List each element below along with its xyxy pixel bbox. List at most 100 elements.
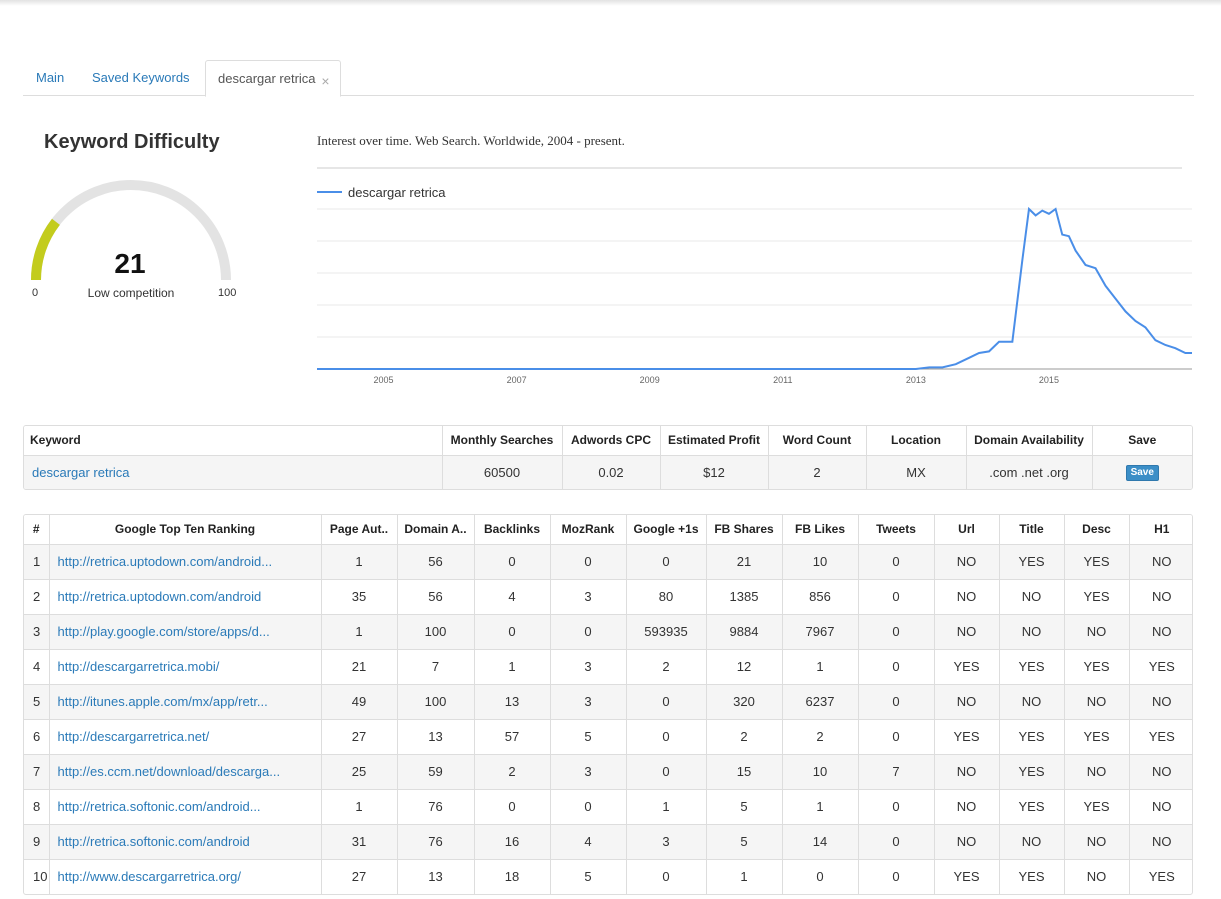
save-button[interactable]: Save bbox=[1125, 465, 1159, 482]
col-title: Title bbox=[999, 515, 1065, 545]
fb-shares: 12 bbox=[706, 649, 783, 685]
x-tick-label: 2013 bbox=[906, 375, 926, 385]
rank-number: 1 bbox=[24, 544, 50, 580]
tab-descargar-retrica[interactable]: descargar retrica × bbox=[205, 60, 341, 97]
tab-main[interactable]: Main bbox=[36, 70, 65, 85]
col-keyword: Keyword bbox=[24, 426, 443, 456]
tweets: 0 bbox=[858, 614, 935, 650]
domain-availability-value[interactable]: .com .net .org bbox=[966, 455, 1093, 489]
ranking-url-link[interactable]: http://descargarretrica.net/ bbox=[57, 729, 210, 744]
domain-authority: 13 bbox=[397, 859, 475, 894]
mozrank: 3 bbox=[550, 649, 627, 685]
x-tick-label: 2007 bbox=[507, 375, 527, 385]
mozrank: 0 bbox=[550, 614, 627, 650]
tab-saved-keywords[interactable]: Saved Keywords bbox=[92, 70, 190, 85]
domain-authority: 100 bbox=[397, 684, 475, 720]
ranking-url-link[interactable]: http://itunes.apple.com/mx/app/retr... bbox=[57, 694, 268, 709]
keyword-difficulty-title: Keyword Difficulty bbox=[44, 131, 220, 153]
backlinks: 16 bbox=[474, 824, 551, 860]
tab-label: descargar retrica bbox=[218, 71, 316, 86]
ranking-url-link[interactable]: http://retrica.uptodown.com/android... bbox=[57, 554, 273, 569]
page-authority: 35 bbox=[321, 579, 398, 615]
desc-match: YES bbox=[1064, 719, 1130, 755]
backlinks: 0 bbox=[474, 544, 551, 580]
google-plus-ones: 2 bbox=[626, 649, 707, 685]
fb-likes: 1 bbox=[782, 789, 859, 825]
col-h1: H1 bbox=[1129, 515, 1192, 545]
col-url: Url bbox=[934, 515, 1000, 545]
tab-bar: Main Saved Keywords descargar retrica × bbox=[23, 60, 1194, 97]
tweets: 0 bbox=[858, 719, 935, 755]
fb-likes: 0 bbox=[782, 859, 859, 894]
domain-authority: 100 bbox=[397, 614, 475, 650]
url-match: NO bbox=[934, 614, 1000, 650]
backlinks: 1 bbox=[474, 649, 551, 685]
x-tick-label: 2005 bbox=[374, 375, 394, 385]
fb-shares: 1 bbox=[706, 859, 783, 894]
ranking-url-link[interactable]: http://retrica.softonic.com/android... bbox=[57, 799, 261, 814]
url-match: YES bbox=[934, 859, 1000, 894]
mozrank: 5 bbox=[550, 859, 627, 894]
backlinks: 4 bbox=[474, 579, 551, 615]
url-match: YES bbox=[934, 719, 1000, 755]
fb-likes: 1 bbox=[782, 649, 859, 685]
top-shadow bbox=[0, 0, 1221, 6]
ranking-table-header: # Google Top Ten Ranking Page Aut.. Domain … bbox=[24, 515, 1192, 545]
page-authority: 27 bbox=[321, 719, 398, 755]
fb-shares: 320 bbox=[706, 684, 783, 720]
ranking-url-link[interactable]: http://es.ccm.net/download/descarga... bbox=[57, 764, 281, 779]
google-plus-ones: 0 bbox=[626, 684, 707, 720]
difficulty-label: Low competition bbox=[87, 286, 175, 300]
table-row: 7 http://es.ccm.net/download/descarga... 2… bbox=[24, 754, 1192, 790]
domain-authority: 56 bbox=[397, 544, 475, 580]
ranking-url-link[interactable]: http://play.google.com/store/apps/d... bbox=[57, 624, 270, 639]
fb-shares: 2 bbox=[706, 719, 783, 755]
col-adwords-cpc: Adwords CPC bbox=[562, 426, 661, 456]
difficulty-gauge bbox=[31, 180, 231, 281]
mozrank: 0 bbox=[550, 544, 627, 580]
chart-title: Interest over time. Web Search. Worldwid… bbox=[317, 133, 625, 148]
ranking-table: # Google Top Ten Ranking Page Aut.. Domain … bbox=[23, 514, 1193, 895]
col-backlinks: Backlinks bbox=[474, 515, 551, 545]
url-match: NO bbox=[934, 789, 1000, 825]
ranking-url-link[interactable]: http://descargarretrica.mobi/ bbox=[57, 659, 220, 674]
h1-match: YES bbox=[1129, 649, 1192, 685]
url-match: NO bbox=[934, 684, 1000, 720]
rank-number: 6 bbox=[24, 719, 50, 755]
title-match: NO bbox=[999, 684, 1065, 720]
col-fb-likes: FB Likes bbox=[782, 515, 859, 545]
backlinks: 18 bbox=[474, 859, 551, 894]
backlinks: 57 bbox=[474, 719, 551, 755]
ranking-url: http://retrica.uptodown.com/android... bbox=[49, 544, 322, 580]
rank-number: 8 bbox=[24, 789, 50, 825]
mozrank: 3 bbox=[550, 684, 627, 720]
fb-shares: 5 bbox=[706, 789, 783, 825]
keyword-link[interactable]: descargar retrica bbox=[32, 464, 130, 480]
word-count-value: 2 bbox=[768, 455, 867, 489]
ranking-url: http://itunes.apple.com/mx/app/retr... bbox=[49, 684, 322, 720]
col-fb-shares: FB Shares bbox=[706, 515, 783, 545]
page-authority: 1 bbox=[321, 614, 398, 650]
profit-value: $12 bbox=[660, 455, 769, 489]
ranking-url-link[interactable]: http://retrica.softonic.com/android bbox=[57, 834, 250, 849]
close-icon[interactable]: × bbox=[321, 73, 330, 89]
col-desc: Desc bbox=[1064, 515, 1130, 545]
google-plus-ones: 0 bbox=[626, 754, 707, 790]
ranking-url-link[interactable]: http://www.descargarretrica.org/ bbox=[57, 869, 242, 885]
title-match: YES bbox=[999, 649, 1065, 685]
ranking-url: http://www.descargarretrica.org/ bbox=[49, 859, 322, 894]
backlinks: 0 bbox=[474, 789, 551, 825]
x-axis-ticks: 2005 2007 2009 2011 2013 2015 bbox=[374, 375, 1059, 385]
fb-likes: 14 bbox=[782, 824, 859, 860]
mozrank: 5 bbox=[550, 719, 627, 755]
h1-match: NO bbox=[1129, 754, 1192, 790]
google-plus-ones: 0 bbox=[626, 544, 707, 580]
table-row: 3 http://play.google.com/store/apps/d... 1… bbox=[24, 614, 1192, 650]
fb-likes: 6237 bbox=[782, 684, 859, 720]
rank-number: 9 bbox=[24, 824, 50, 860]
desc-match: YES bbox=[1064, 649, 1130, 685]
title-match: YES bbox=[999, 789, 1065, 825]
ranking-url-link[interactable]: http://retrica.uptodown.com/android bbox=[57, 589, 262, 604]
google-plus-ones: 80 bbox=[626, 579, 707, 615]
cpc-value: 0.02 bbox=[562, 455, 661, 489]
